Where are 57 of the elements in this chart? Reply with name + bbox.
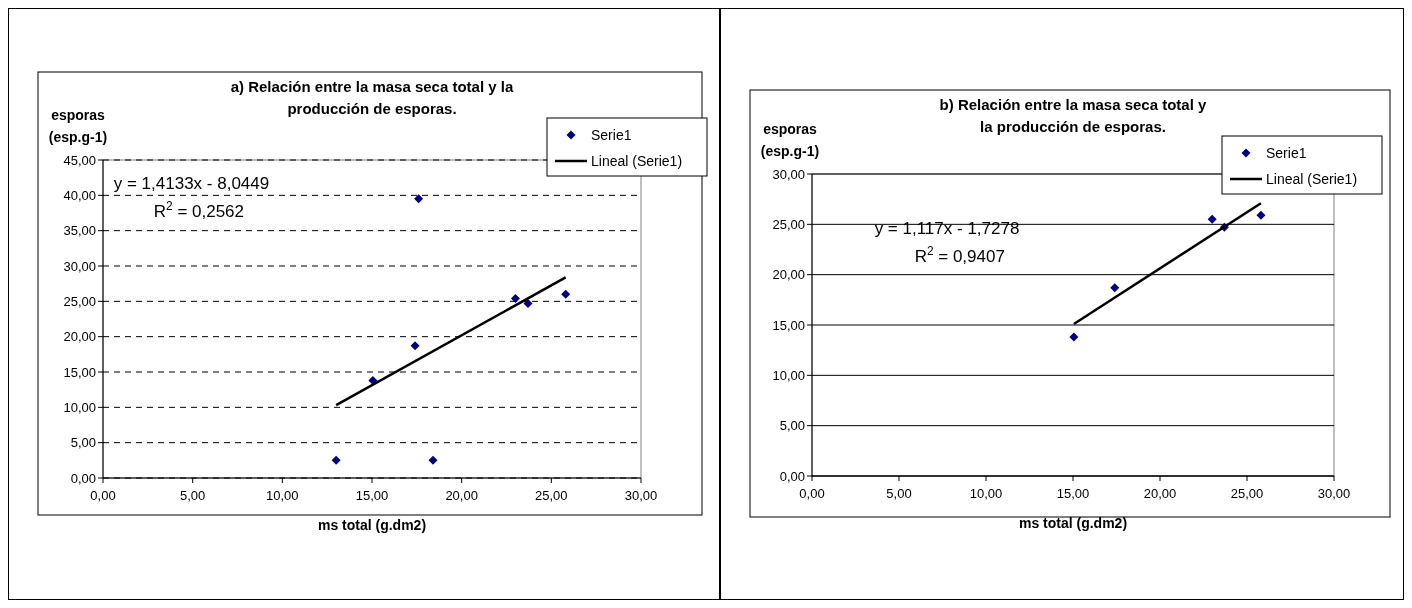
y-tick-label: 10,00 (772, 367, 805, 383)
y-tick-label: 10,00 (63, 399, 96, 415)
x-tick-label: 30,00 (624, 488, 658, 503)
y-tick-label: 5,00 (779, 418, 805, 434)
x-tick-label: 0,00 (90, 488, 116, 503)
x-tick-label: 30,00 (1317, 486, 1351, 501)
y-tick-label: 30,00 (772, 166, 805, 182)
legend-label: Serie1 (591, 126, 632, 143)
annotation: R$^{2}$ = 0,2562 (153, 198, 245, 221)
x-tick-label: 25,00 (1230, 486, 1264, 501)
y-tick-label: 25,00 (63, 293, 96, 309)
point (1256, 210, 1266, 220)
point (561, 289, 571, 299)
chart-title: b) Relación entre la masa seca total y la producción de esporas. (939, 96, 1208, 135)
y-tick-label: 40,00 (63, 187, 96, 203)
legend-label: Serie1 (1266, 144, 1307, 161)
y-tick-label: 15,00 (772, 317, 805, 333)
y-tick-label: 45,00 (63, 152, 96, 168)
legend-label: Lineal (Serie1) (1266, 170, 1358, 187)
y-tick-label: 35,00 (63, 223, 96, 239)
annotation: R$^{2}$ = 0,9407 (914, 244, 1005, 267)
y-axis-title: esporas (esp.g-1) (48, 107, 108, 145)
x-tick-label: 0,00 (799, 486, 825, 501)
x-axis-title: ms total (g.dm2) (317, 517, 427, 533)
y-tick-label: 0,00 (779, 468, 805, 484)
y-tick-label: 5,00 (70, 435, 96, 451)
point (414, 194, 424, 204)
y-tick-label: 0,00 (70, 470, 96, 486)
point (1207, 214, 1217, 224)
x-tick-label: 5,00 (886, 486, 912, 501)
point (368, 375, 378, 385)
x-tick-label: 10,00 (969, 486, 1003, 501)
point (523, 298, 533, 308)
x-tick-label: 20,00 (445, 488, 478, 503)
x-axis-title: ms total (g.dm2) (1018, 515, 1128, 531)
x-tick-label: 5,00 (180, 488, 206, 503)
y-tick-label: 15,00 (63, 364, 96, 380)
point (510, 294, 520, 304)
y-tick-label: 25,00 (772, 216, 805, 232)
point (1110, 283, 1120, 293)
y-tick-label: 30,00 (63, 258, 96, 274)
annotation: y = 1,117x - 1,7278 (874, 219, 1020, 239)
y-axis-title: esporas (esp.g-1) (760, 121, 820, 159)
x-tick-label: 25,00 (535, 488, 568, 503)
y-tick-label: 20,00 (772, 267, 805, 283)
x-tick-label: 10,00 (266, 488, 299, 503)
annotation: y = 1,4133x - 8,0449 (113, 173, 270, 193)
x-tick-label: 15,00 (1056, 486, 1090, 501)
point (331, 455, 341, 465)
chart-title: a) Relación entre la masa seca total y la producción de esporas. (230, 78, 514, 117)
point (410, 341, 420, 351)
legend-label: Lineal (Serie1) (591, 152, 683, 169)
x-tick-label: 15,00 (355, 488, 389, 503)
x-tick-label: 20,00 (1143, 486, 1177, 501)
point (1069, 332, 1079, 342)
y-tick-label: 20,00 (63, 329, 96, 345)
point (428, 455, 438, 465)
